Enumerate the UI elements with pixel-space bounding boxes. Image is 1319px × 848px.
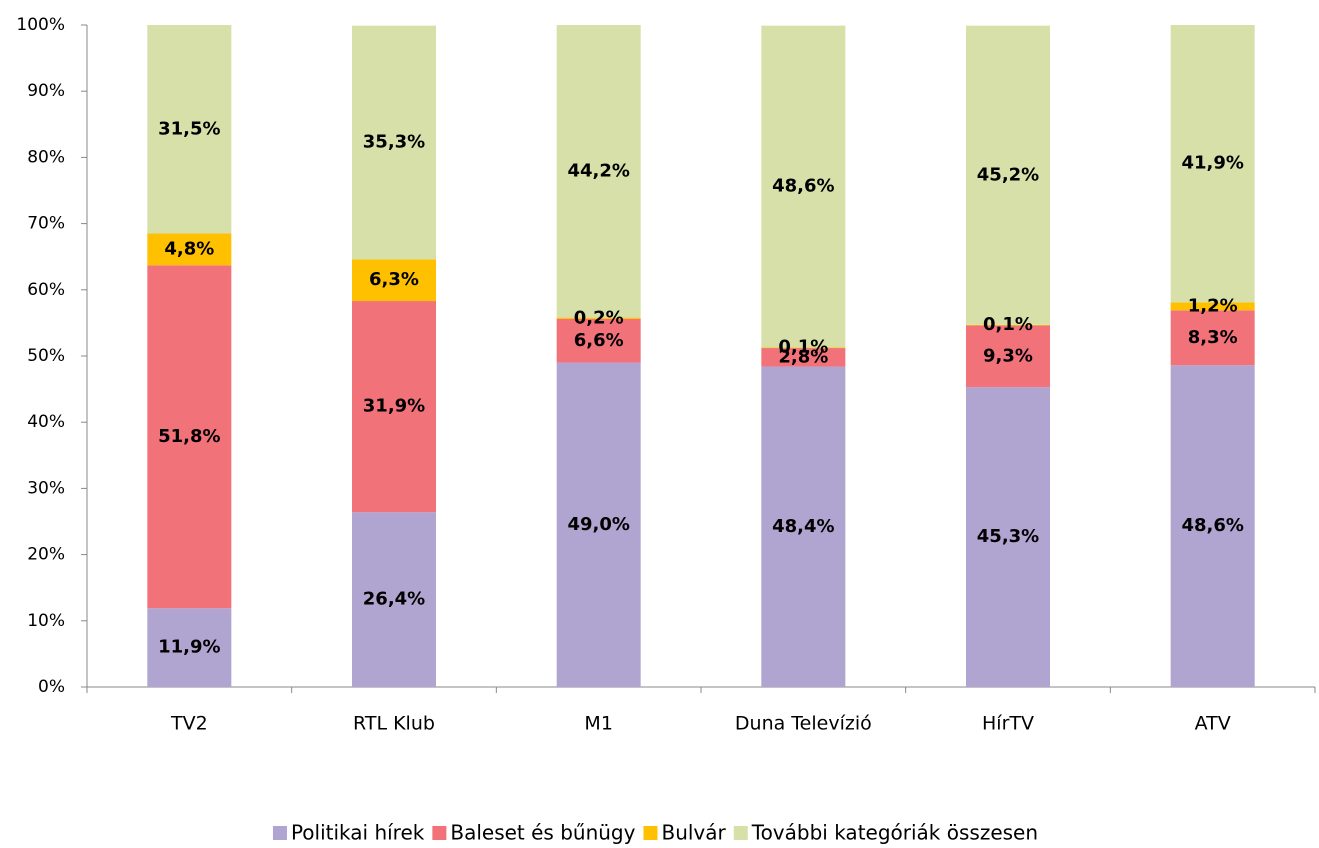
bar-segment <box>352 25 436 260</box>
y-tick-label: 40% <box>27 412 65 432</box>
data-label: 41,9% <box>1181 153 1243 174</box>
data-label: 9,3% <box>983 345 1033 366</box>
data-label: 1,2% <box>1188 295 1238 316</box>
x-tick-label: M1 <box>584 713 612 735</box>
data-label: 44,2% <box>567 160 629 181</box>
x-tick-label: ATV <box>1195 713 1231 735</box>
y-tick-label: 10% <box>27 611 65 631</box>
data-label: 11,9% <box>158 637 220 658</box>
x-tick-label: TV2 <box>170 713 208 735</box>
bar-segment <box>966 387 1050 687</box>
data-label: 51,8% <box>158 426 220 447</box>
data-label: 45,2% <box>977 164 1039 185</box>
data-label: 31,5% <box>158 118 220 139</box>
data-label: 0,2% <box>574 307 624 328</box>
data-label: 6,3% <box>369 269 419 290</box>
y-tick-label: 30% <box>27 478 65 498</box>
y-tick-label: 80% <box>27 147 65 167</box>
legend-label: Bulvár <box>661 821 726 845</box>
y-tick-label: 20% <box>27 545 65 565</box>
data-label: 4,8% <box>164 238 214 259</box>
bar-segment <box>1170 310 1255 366</box>
data-label: 48,4% <box>772 516 834 537</box>
bar-segment <box>966 325 1050 388</box>
y-tick-label: 90% <box>27 81 65 101</box>
bar-segment <box>352 259 436 302</box>
data-label: 6,6% <box>574 330 624 351</box>
y-tick-label: 50% <box>27 346 65 366</box>
y-tick-label: 60% <box>27 280 65 300</box>
bar-segment <box>761 25 846 348</box>
legend-swatch <box>643 826 658 840</box>
legend-label: Baleset és bűnügy <box>450 821 635 845</box>
bar-segment <box>1170 302 1255 311</box>
data-label: 45,3% <box>977 526 1039 547</box>
bar-segment <box>1170 25 1255 303</box>
data-label: 26,4% <box>363 589 425 610</box>
x-tick-label: HírTV <box>982 713 1034 735</box>
bar-segment <box>556 317 641 319</box>
bar-segment <box>761 348 846 367</box>
legend-label: Politikai hírek <box>291 821 425 845</box>
data-label: 8,3% <box>1188 327 1238 348</box>
data-label: 48,6% <box>772 176 834 197</box>
bar-segment <box>966 25 1050 325</box>
data-label: 0,1% <box>983 314 1033 335</box>
bar-segment <box>1170 365 1255 687</box>
data-label: 49,0% <box>567 514 629 535</box>
legend-label: További kategóriák összesen <box>751 821 1038 845</box>
y-tick-label: 100% <box>16 15 65 35</box>
bar-segment <box>761 347 846 349</box>
y-tick-label: 0% <box>38 677 65 697</box>
y-tick-label: 70% <box>27 214 65 234</box>
bar-segment <box>556 318 641 363</box>
data-label: 35,3% <box>363 132 425 153</box>
data-label: 0,1% <box>778 337 828 358</box>
bar-segment <box>352 512 436 687</box>
bar-segment <box>352 301 436 513</box>
bar-segment <box>147 25 232 234</box>
data-label: 31,9% <box>363 396 425 417</box>
bar-segment <box>556 362 641 687</box>
bar-segment <box>147 608 232 687</box>
bar-segment <box>761 366 846 687</box>
legend-swatch <box>733 826 748 840</box>
bar-segment <box>966 324 1050 326</box>
x-tick-label: RTL Klub <box>353 713 435 735</box>
legend-swatch <box>432 826 447 840</box>
bar-segment <box>147 265 232 609</box>
bar-segment <box>147 233 232 266</box>
bar-segment <box>556 25 641 318</box>
legend-swatch <box>272 826 287 840</box>
data-label: 2,8% <box>778 346 828 367</box>
x-tick-label: Duna Televízió <box>735 713 872 735</box>
data-label: 48,6% <box>1181 515 1243 536</box>
